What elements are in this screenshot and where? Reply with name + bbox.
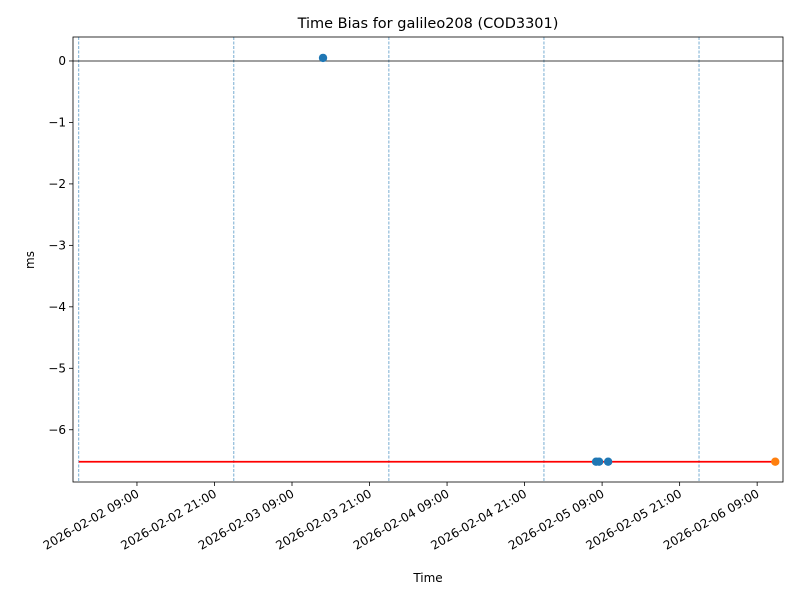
y-tick-label: −1 <box>48 115 66 129</box>
point <box>603 457 613 466</box>
point <box>318 53 328 63</box>
x-axis-label: Time <box>412 571 442 585</box>
point <box>771 457 780 466</box>
y-tick-label: −6 <box>48 423 66 437</box>
y-tick-label: 0 <box>58 54 66 68</box>
y-tick-label: −5 <box>48 361 66 375</box>
plot-frame <box>72 36 784 483</box>
chart-title: Time Bias for galileo208 (COD3301) <box>297 16 559 32</box>
y-tick-label: −3 <box>48 238 66 252</box>
y-tick-label: −2 <box>48 177 66 191</box>
y-axis-label: ms <box>23 251 37 269</box>
y-tick-label: −4 <box>48 300 66 314</box>
point <box>594 457 604 466</box>
